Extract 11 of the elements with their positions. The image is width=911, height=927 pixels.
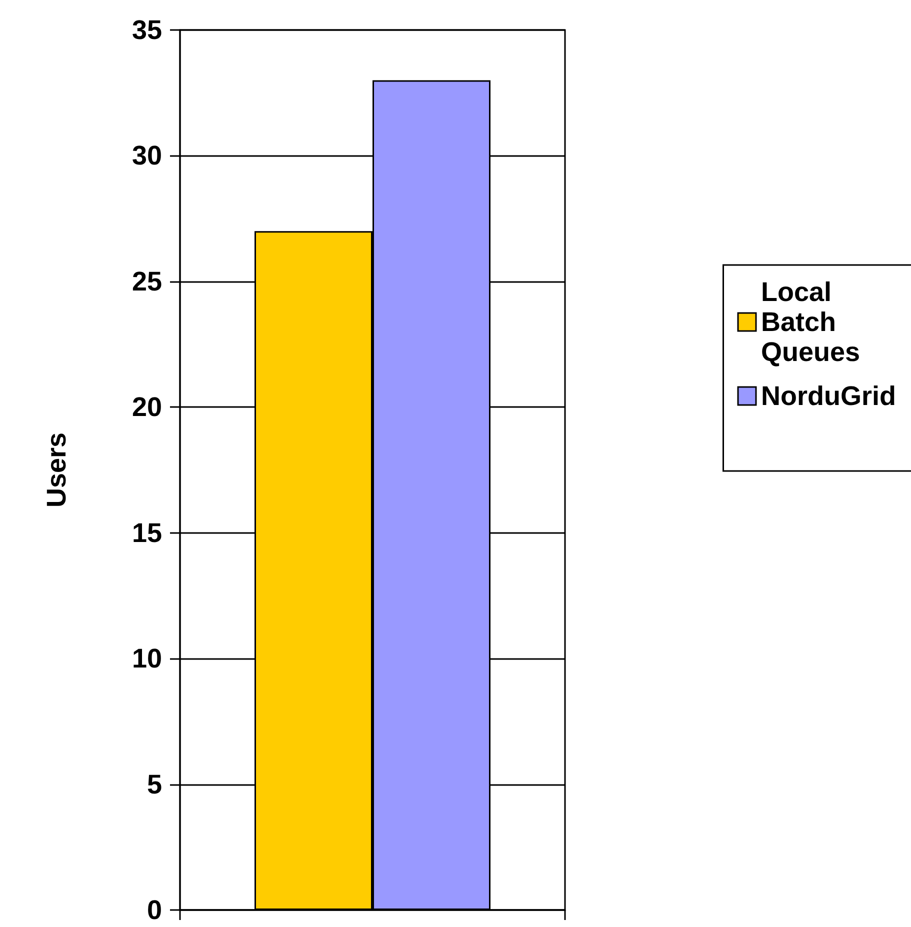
y-tick-label: 0 <box>146 895 162 925</box>
legend-label: NorduGrid <box>761 381 896 411</box>
y-tick-label: 20 <box>132 392 162 422</box>
y-axis-title: Users <box>42 432 72 508</box>
y-tick-label: 10 <box>132 644 162 674</box>
y-tick-label: 25 <box>132 266 162 296</box>
y-tick-label: 30 <box>132 140 162 171</box>
y-tick-label: 5 <box>146 769 162 800</box>
y-tick-label: 15 <box>132 518 162 548</box>
legend-label: Local Batch Queues <box>761 277 860 367</box>
y-tick-label: 35 <box>132 15 162 45</box>
